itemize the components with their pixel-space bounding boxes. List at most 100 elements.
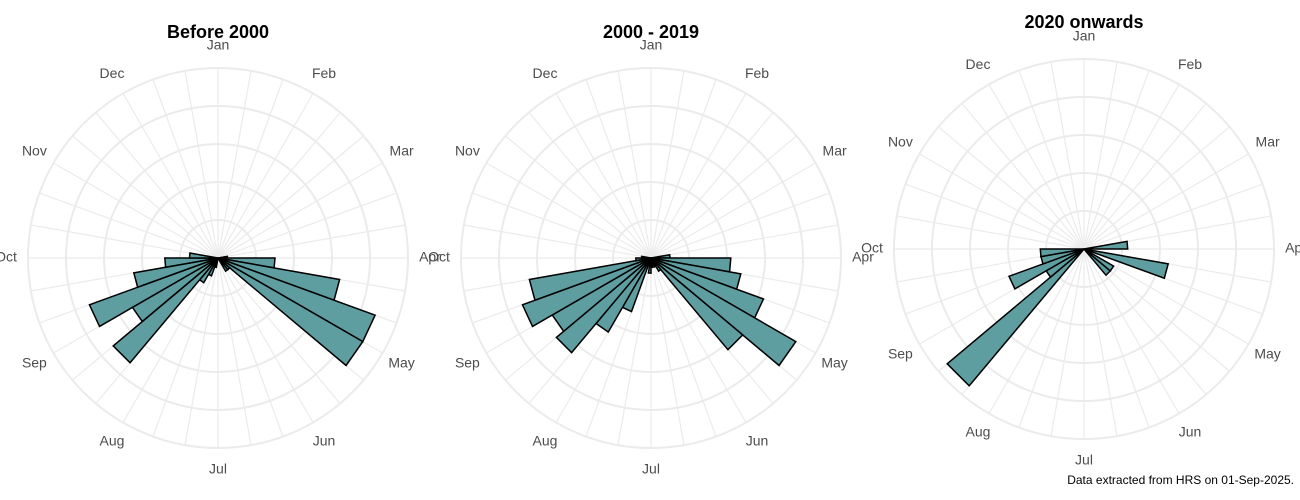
grid-spoke <box>463 224 652 259</box>
month-label-nov: Nov <box>22 143 47 159</box>
chart-bar <box>1083 240 1129 250</box>
grid-spoke <box>650 70 685 259</box>
month-label-nov: Nov <box>455 143 480 159</box>
grid-spoke <box>505 135 652 259</box>
month-label-aug: Aug <box>533 432 558 448</box>
grid-spoke <box>988 84 1085 250</box>
grid-spoke <box>650 93 747 259</box>
grid-spoke <box>650 257 717 437</box>
grid-spoke <box>39 192 219 259</box>
grid-spoke <box>938 126 1085 250</box>
grid-spoke <box>1018 70 1085 250</box>
grid-spoke <box>961 103 1085 250</box>
month-label-apr: Apr <box>419 249 441 265</box>
month-label-feb: Feb <box>312 65 336 81</box>
grid-spoke <box>1083 70 1150 250</box>
chart-bar <box>650 257 657 268</box>
grid-spoke <box>650 162 816 259</box>
grid-spoke <box>650 257 685 446</box>
grid-spoke <box>1083 248 1118 437</box>
grid-spoke <box>217 162 383 259</box>
chart-bar <box>1083 248 1170 280</box>
grid-spoke <box>184 257 219 446</box>
grid-spoke <box>919 153 1085 250</box>
grid-spoke <box>1018 248 1085 428</box>
chart-bar <box>217 257 364 367</box>
month-label-may: May <box>821 355 847 371</box>
grid-spoke <box>30 224 219 259</box>
chart-bar <box>1083 248 1112 277</box>
grid-spoke <box>650 224 839 259</box>
month-label-jul: Jul <box>642 461 660 477</box>
grid-spoke <box>1050 61 1085 250</box>
panel-title: 2000 - 2019 <box>603 22 699 42</box>
grid-spoke <box>217 135 364 259</box>
month-label-apr: Apr <box>1285 240 1300 256</box>
grid-spoke <box>217 112 341 259</box>
month-label-jan: Jan <box>640 37 663 53</box>
chart-panel-2: Jan Feb Mar Apr May Jun Jul Aug Sep Oct Nov Dec 2000… <box>428 22 874 477</box>
month-label-jun: Jun <box>746 432 769 448</box>
grid-spoke <box>650 79 717 259</box>
data-source-caption: Data extracted from HRS on 01-Sep-2025. <box>1067 473 1294 487</box>
grid-spoke <box>896 215 1085 250</box>
grid-spoke <box>472 192 652 259</box>
grid-spoke <box>122 257 219 423</box>
grid-spoke <box>617 70 652 259</box>
grid-spoke <box>650 135 797 259</box>
grid-spoke <box>1083 126 1230 250</box>
month-label-oct: Oct <box>0 249 17 265</box>
grid-spoke <box>217 192 397 259</box>
month-label-jan: Jan <box>1073 28 1096 44</box>
grid-spoke <box>152 79 219 259</box>
month-label-apr: Apr <box>852 249 874 265</box>
grid-spoke <box>217 79 284 259</box>
grid-spoke <box>1083 153 1249 250</box>
grid-spoke <box>1083 103 1207 250</box>
panel-title: Before 2000 <box>167 22 269 42</box>
grid-spoke <box>650 257 747 423</box>
chart-panel-3: Jan Feb Mar Apr May Jun Jul Aug Sep Oct Nov Dec 2020… <box>861 12 1300 468</box>
chart-panel-1: Jan Feb Mar Apr May Jun Jul Aug Sep Oct Nov Dec Befo… <box>0 22 441 477</box>
grid-spoke <box>617 257 652 446</box>
month-label-jul: Jul <box>1075 452 1093 468</box>
month-label-oct: Oct <box>428 249 450 265</box>
grid-spoke <box>1083 84 1180 250</box>
panel-title: 2020 onwards <box>1024 12 1143 32</box>
grid-spoke <box>217 257 341 404</box>
month-label-mar: Mar <box>390 143 414 159</box>
month-label-jan: Jan <box>207 37 230 53</box>
chart-bar <box>650 257 744 351</box>
grid-spoke <box>1083 183 1263 250</box>
month-label-aug: Aug <box>966 423 991 439</box>
month-label-mar: Mar <box>1256 134 1280 150</box>
grid-spoke <box>217 257 314 423</box>
month-label-jul: Jul <box>209 461 227 477</box>
month-label-may: May <box>388 355 414 371</box>
grid-spoke <box>528 112 652 259</box>
chart-bar <box>1039 248 1085 258</box>
month-label-oct: Oct <box>861 240 883 256</box>
grid-spoke <box>72 135 219 259</box>
month-label-feb: Feb <box>1178 56 1202 72</box>
grid-spoke <box>122 93 219 259</box>
month-label-feb: Feb <box>745 65 769 81</box>
grid-spoke <box>1083 248 1180 414</box>
month-label-dec: Dec <box>100 65 125 81</box>
month-label-may: May <box>1254 346 1280 362</box>
grid-spoke <box>988 248 1085 414</box>
grid-spoke <box>1083 61 1118 250</box>
grid-spoke <box>53 162 219 259</box>
month-label-sep: Sep <box>888 346 913 362</box>
grid-spoke <box>217 224 406 259</box>
month-label-aug: Aug <box>100 432 125 448</box>
grid-spoke <box>217 257 284 437</box>
grid-spoke <box>95 112 219 259</box>
grid-spoke <box>905 183 1085 250</box>
chart-bar <box>528 257 652 302</box>
chart-bar <box>640 255 652 259</box>
chart-bar <box>188 252 219 259</box>
grid-spoke <box>555 93 652 259</box>
grid-spoke <box>1050 248 1085 437</box>
